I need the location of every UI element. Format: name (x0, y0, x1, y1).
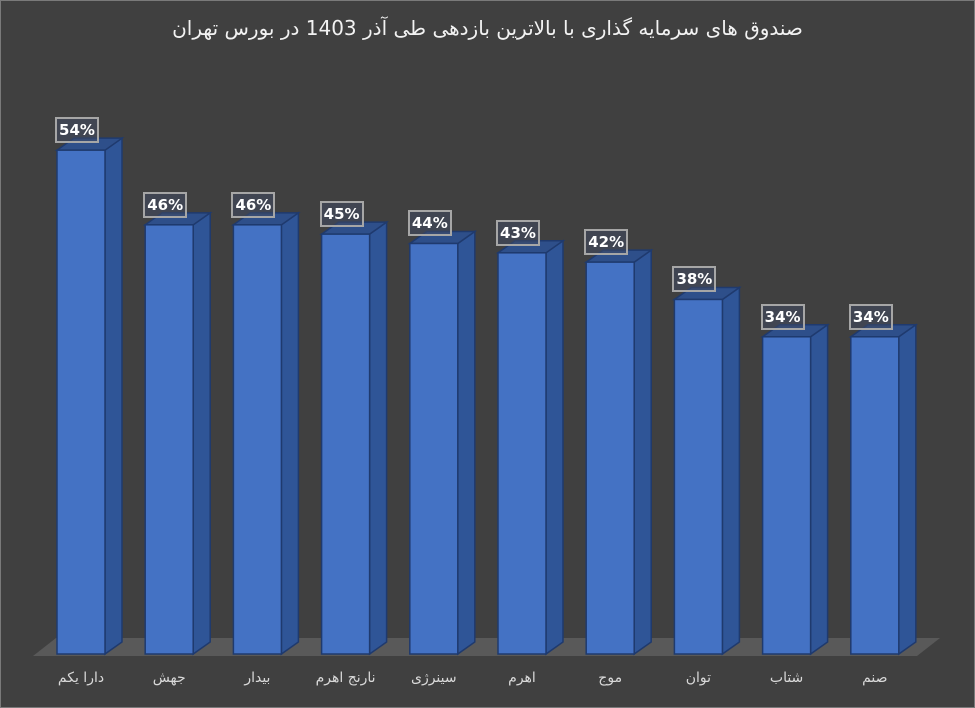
bar (583, 248, 654, 656)
category-label: اهرم (508, 670, 536, 686)
category-label: شتاب (769, 670, 804, 686)
chart-title: صندوق های سرمایه گذاری با بالاترین بازده… (172, 16, 803, 40)
bar (54, 136, 125, 656)
category-label: جهش (152, 670, 186, 686)
bar (231, 211, 301, 656)
value-label: 46% (143, 191, 188, 218)
value-label: 46% (231, 191, 276, 218)
value-label: 45% (319, 201, 364, 228)
bar (495, 239, 566, 656)
value-label: 38% (672, 266, 717, 293)
bar (760, 323, 830, 656)
bar (142, 211, 213, 656)
value-label: 34% (848, 303, 893, 330)
category-label: سینرژی (410, 670, 457, 686)
value-label: 54% (55, 117, 99, 144)
category-label: توان (685, 670, 712, 686)
category-label: دارا یکم (57, 670, 105, 686)
value-label: 43% (496, 219, 540, 246)
bar (672, 286, 742, 656)
value-label: 42% (584, 229, 629, 256)
category-label: بیدار (244, 670, 271, 686)
bar (319, 220, 389, 656)
category-label: موج (598, 670, 623, 686)
value-label: 34% (760, 303, 805, 330)
bar (407, 230, 478, 656)
category-label: صنم (862, 670, 888, 686)
value-label: 44% (407, 210, 452, 237)
category-label: نارنج اهرم (315, 670, 376, 686)
bar (848, 323, 919, 656)
